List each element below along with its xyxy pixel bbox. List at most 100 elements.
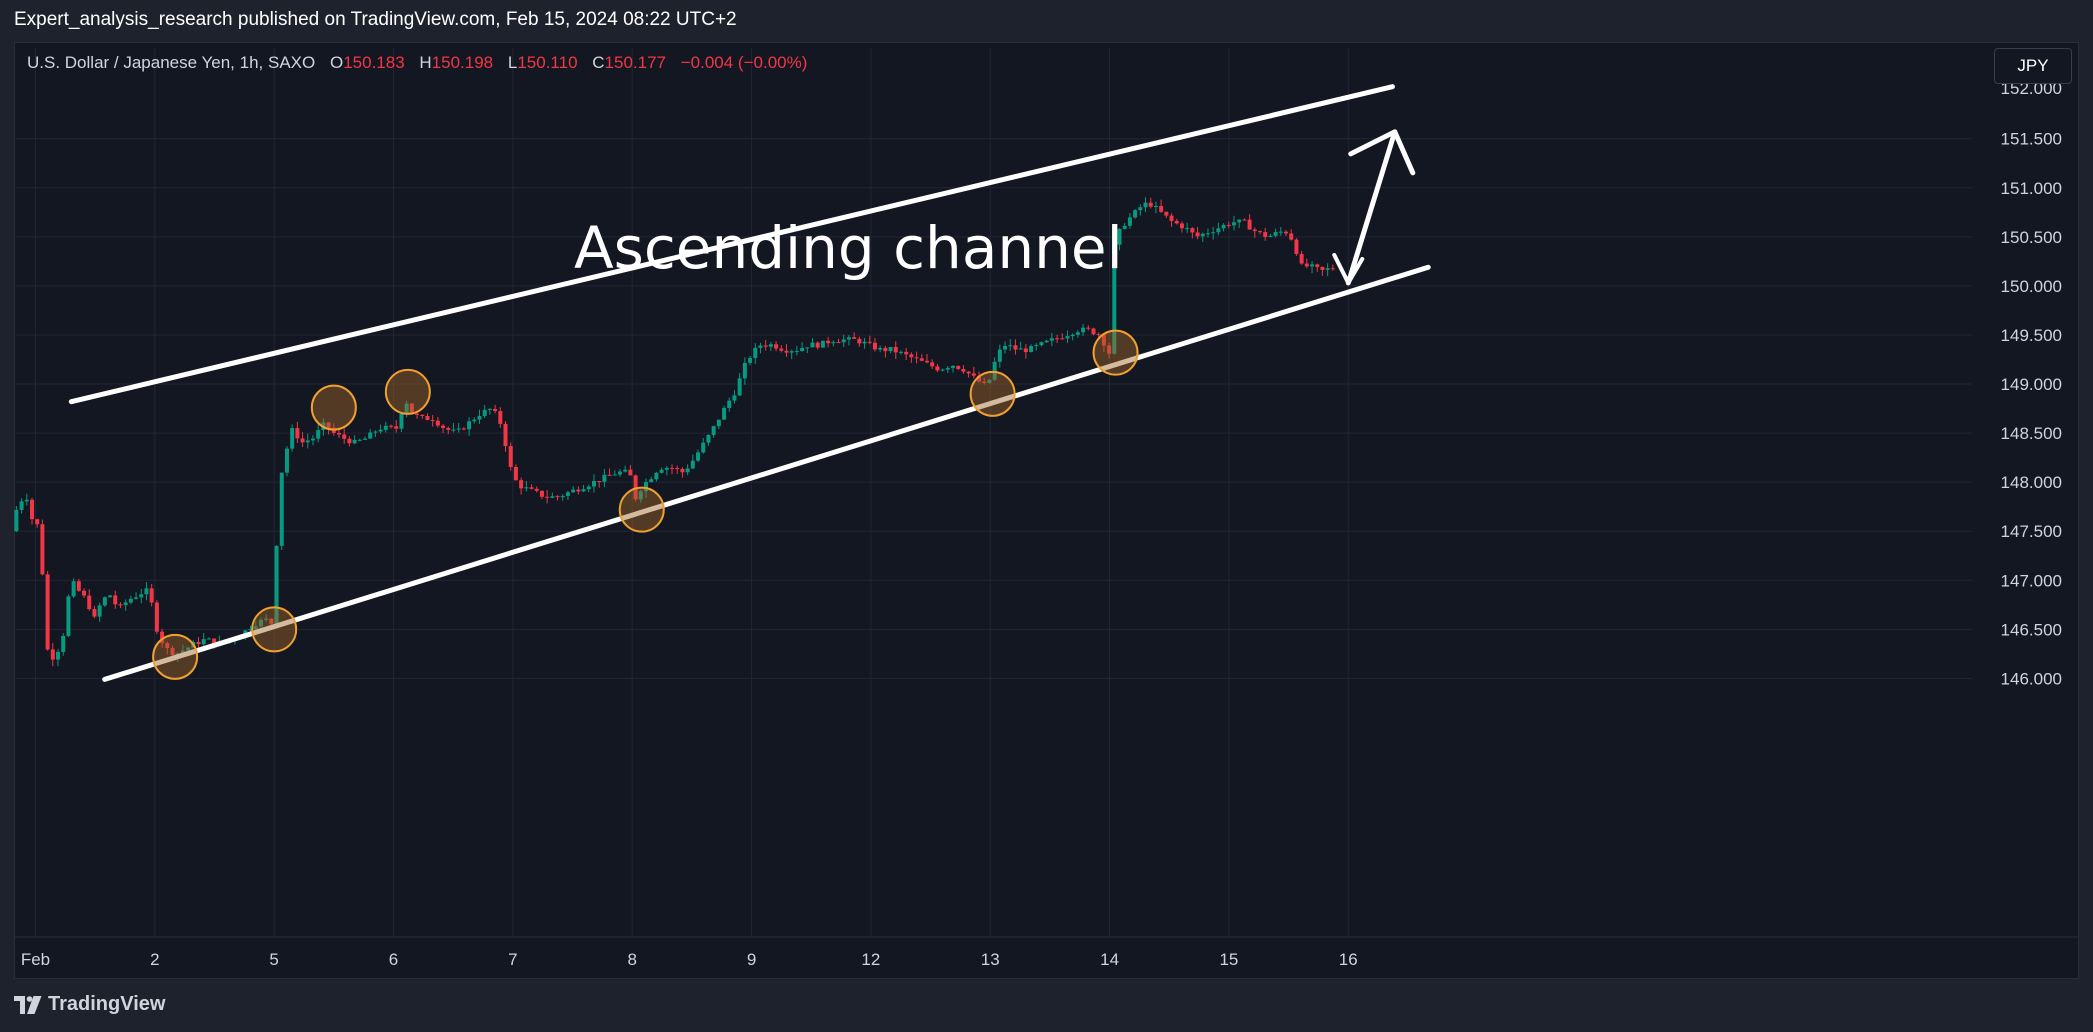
time-tick-label: 6 (389, 950, 398, 969)
candle-body (867, 341, 872, 343)
candle-body (1216, 228, 1221, 233)
candle-body (680, 468, 685, 473)
candle-body (487, 408, 492, 410)
candle-body (40, 524, 45, 575)
candle-body (118, 604, 123, 606)
low-value: 150.110 (517, 53, 578, 72)
candle-body (909, 354, 914, 358)
candle-body (1023, 348, 1028, 353)
price-tick-label: 146.500 (2001, 620, 2062, 639)
candle-body (883, 347, 888, 352)
candle-body (1237, 219, 1242, 223)
candle-body (1117, 228, 1122, 245)
candle-body (1029, 346, 1034, 353)
touch-point-marker (1092, 329, 1139, 376)
publish-info: Expert_analysis_research published on Tr… (14, 9, 737, 30)
chart-pane[interactable] (14, 42, 2079, 979)
candle-body (935, 366, 940, 371)
open-label: O (329, 53, 344, 72)
touch-point-marker (618, 486, 665, 533)
candle-body (508, 446, 513, 467)
candle-body (1075, 332, 1080, 335)
candle-body (966, 371, 971, 374)
candle-body (940, 369, 945, 371)
candle-body (1200, 233, 1205, 237)
candle-body (1242, 219, 1247, 221)
candle-body (1211, 232, 1216, 234)
candle-body (696, 452, 701, 461)
candle-body (357, 439, 362, 441)
publish-bar: Expert_analysis_research published on Tr… (0, 0, 2093, 42)
touch-point-marker (152, 633, 199, 680)
candle-body (779, 348, 784, 351)
candle-body (794, 351, 799, 353)
candle-body (1143, 202, 1148, 208)
candle-body (591, 480, 596, 487)
candle-body (1096, 334, 1101, 336)
candle-body (336, 432, 341, 435)
candle-body (1231, 222, 1236, 226)
candle-body (430, 419, 435, 421)
time-tick-label: 12 (861, 950, 880, 969)
candle-body (347, 438, 352, 444)
candle-body (1127, 217, 1132, 226)
candle-body (1273, 232, 1278, 236)
candle-body (711, 426, 716, 435)
symbol-title: U.S. Dollar / Japanese Yen, 1h, SAXO (27, 53, 316, 72)
time-tick-label: 9 (747, 950, 756, 969)
candle-body (45, 574, 50, 650)
candle-body (1304, 263, 1309, 267)
candle-body (108, 595, 113, 598)
candle-body (493, 408, 498, 412)
candle-body (316, 430, 321, 439)
time-tick-label: 5 (269, 950, 278, 969)
candle-body (638, 491, 643, 500)
candle-body (1325, 268, 1330, 270)
candle-body (1086, 327, 1091, 329)
candle-body (409, 403, 414, 414)
candle-body (961, 369, 966, 372)
high-value: 150.198 (431, 53, 494, 72)
candle-body (1179, 223, 1184, 229)
candle-body (1070, 334, 1075, 337)
candle-body (258, 619, 263, 627)
candle-body (914, 357, 919, 359)
close-label: C (592, 53, 605, 72)
candle-body (1278, 231, 1283, 233)
candle-body (685, 468, 690, 473)
candle-body (1294, 239, 1299, 254)
candle-body (1091, 328, 1096, 335)
price-tick-label: 148.000 (2001, 473, 2062, 492)
time-tick-label: 7 (508, 950, 517, 969)
candle-body (1018, 348, 1023, 350)
candle-body (732, 395, 737, 401)
candle-body (326, 422, 331, 428)
candle-body (852, 337, 857, 339)
candle-body (378, 429, 383, 432)
price-tick-label: 147.500 (2001, 522, 2062, 541)
candle-body (1133, 210, 1138, 218)
candle-body (1284, 231, 1289, 234)
candle-body (274, 545, 279, 624)
candle-body (14, 509, 19, 532)
price-tick-label: 151.500 (2001, 130, 2062, 149)
candle-body (768, 344, 773, 347)
candle-body (898, 351, 903, 353)
candle-body (1138, 207, 1143, 211)
candle-body (706, 434, 711, 443)
currency-button[interactable]: JPY (1994, 48, 2072, 84)
price-tick-label: 150.500 (2001, 228, 2062, 247)
candle-body (659, 469, 664, 473)
candle-body (394, 426, 399, 429)
tradingview-logo[interactable]: TradingView (14, 993, 165, 1016)
candle-body (1008, 345, 1013, 347)
candle-body (919, 358, 924, 361)
time-tick-label: 14 (1100, 950, 1119, 969)
candle-body (87, 595, 92, 610)
candlestick-series (14, 197, 1335, 667)
candle-body (654, 472, 659, 480)
candle-body (836, 342, 841, 344)
candle-body (399, 413, 404, 429)
candle-body (716, 419, 721, 427)
